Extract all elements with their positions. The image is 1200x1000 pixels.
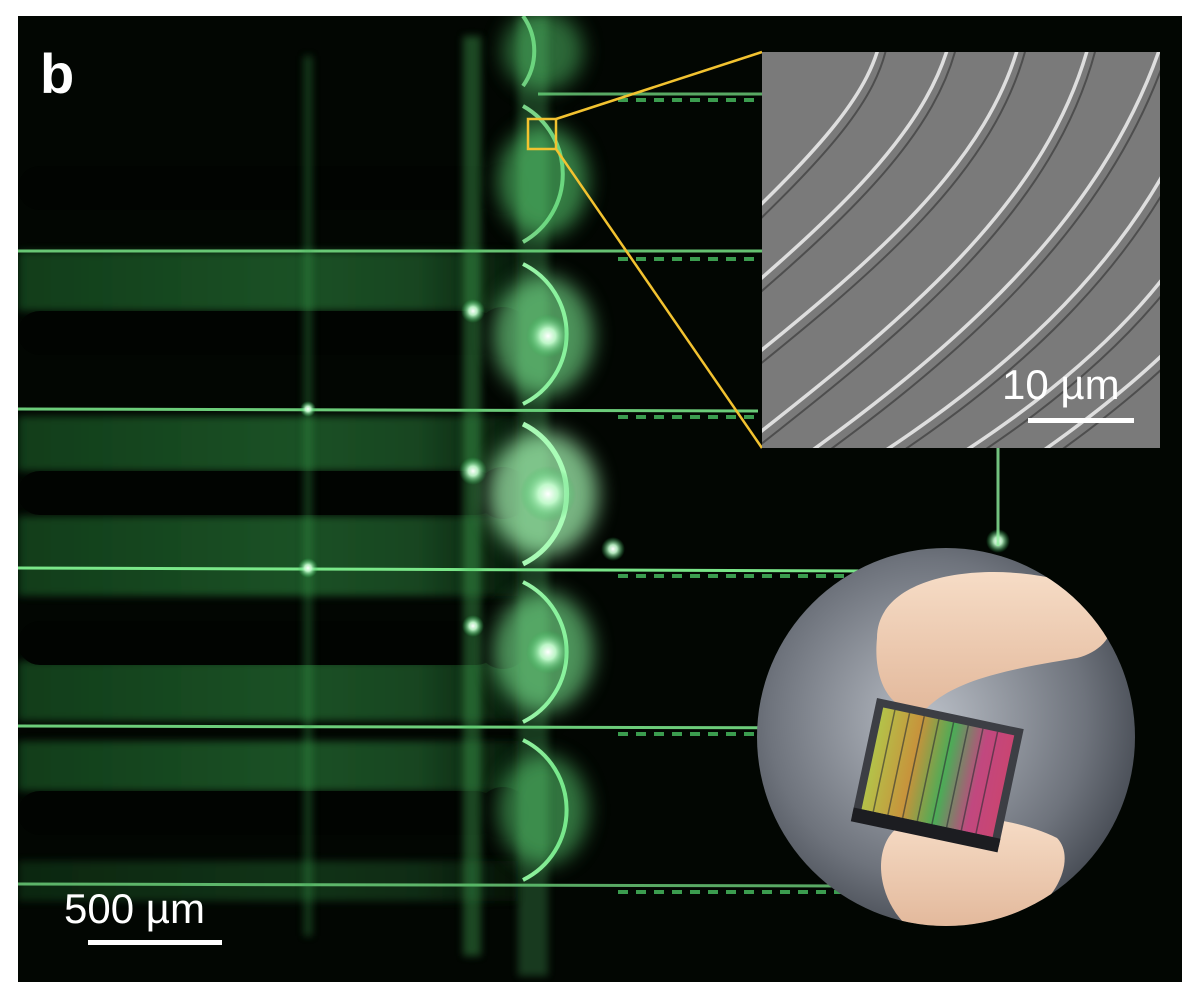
main-scale-bar [88,940,222,945]
waveguide-dashes [618,98,868,894]
panel-label: b [40,42,75,105]
main-scale-label: 500 µm [64,885,205,932]
chip-photo-inset [757,548,1135,926]
zoom-indicator [526,50,764,449]
fluorescence-micrograph [18,16,1010,976]
micrograph-figure: b 500 µm [18,16,1182,982]
dark-channels [18,162,529,839]
waveguide-lines [18,92,869,888]
sem-inset: 10 µm [762,52,1160,448]
inset-scale-bar [1028,418,1134,423]
chip-photo [757,548,1135,926]
inset-scale-label: 10 µm [1002,361,1120,408]
sem-grating-image [762,52,1160,448]
bright-spots [298,299,1010,674]
glow-bands [18,251,518,901]
